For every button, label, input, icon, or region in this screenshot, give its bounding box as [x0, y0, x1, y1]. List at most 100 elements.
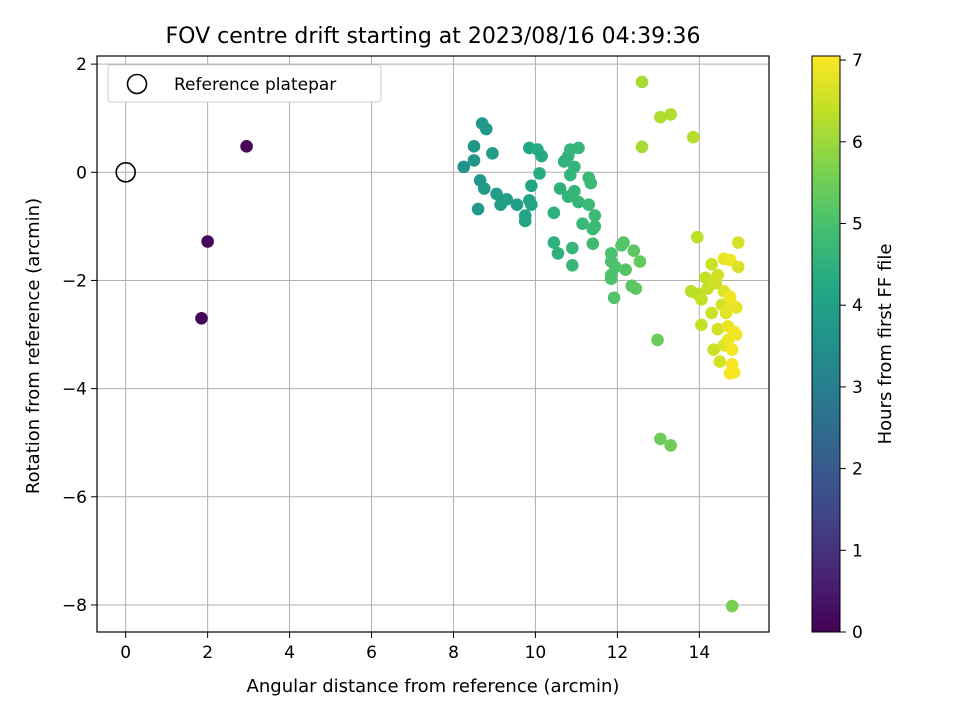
data-point	[654, 110, 667, 124]
data-point	[711, 268, 725, 282]
data-point	[707, 343, 720, 356]
colorbar-tick-label: 1	[852, 541, 863, 561]
data-point	[479, 122, 493, 136]
data-point	[535, 149, 548, 163]
legend-box	[107, 64, 382, 103]
x-tick-label: 12	[607, 643, 629, 663]
colorbar-label: Hours from first FF file	[875, 244, 896, 445]
data-point	[525, 198, 538, 212]
legend: Reference platepar	[107, 64, 382, 103]
data-point	[695, 318, 708, 332]
x-tick-label: 8	[448, 643, 459, 663]
data-point	[607, 291, 621, 305]
data-point	[566, 259, 579, 272]
data-point	[635, 75, 649, 89]
data-point	[727, 366, 741, 379]
data-point	[518, 214, 532, 228]
data-point	[725, 599, 739, 613]
colorbar-tick-label: 7	[852, 51, 863, 71]
data-point	[195, 312, 208, 325]
y-tick-label: 0	[76, 163, 87, 183]
data-point	[486, 147, 499, 160]
y-tick-label: −6	[62, 488, 87, 508]
data-point	[723, 253, 737, 267]
x-tick-label: 4	[284, 643, 295, 663]
data-point	[533, 167, 546, 180]
data-point	[490, 187, 503, 201]
y-axis-label: Rotation from reference (arcmin)	[23, 198, 44, 494]
colorbar-tick-label: 5	[852, 214, 863, 234]
data-point	[713, 355, 727, 368]
y-tick-label: −4	[62, 380, 87, 400]
data-point	[510, 198, 524, 212]
colorbar-tick-label: 4	[852, 296, 863, 316]
data-point	[729, 328, 743, 341]
x-axis-label: Angular distance from reference (arcmin)	[247, 676, 620, 697]
data-point	[201, 235, 214, 248]
data-point	[477, 182, 491, 195]
data-point	[705, 257, 718, 271]
data-point	[604, 272, 618, 286]
colorbar-tick-label: 6	[852, 133, 863, 153]
data-point	[731, 260, 745, 274]
data-point	[695, 293, 708, 306]
data-point	[705, 306, 718, 320]
legend-label: Reference platepar	[174, 75, 336, 95]
data-point	[566, 241, 579, 255]
axis-ticks: 0 2 4 6 8 10 12 14 2 0 −2 −4 −6 −8	[62, 55, 710, 663]
plot-frame	[96, 55, 770, 633]
data-point	[576, 217, 589, 230]
data-point	[729, 301, 743, 314]
x-tick-label: 14	[689, 643, 711, 663]
data-point	[471, 202, 485, 216]
data-point	[664, 439, 677, 452]
data-point	[725, 343, 739, 356]
data-point	[711, 322, 725, 336]
colorbar-tick-label: 3	[852, 378, 863, 398]
data-point	[568, 160, 581, 174]
data-point	[731, 236, 745, 249]
data-point	[467, 140, 481, 153]
data-point	[586, 237, 600, 250]
data-point	[686, 130, 700, 144]
x-tick-label: 0	[120, 643, 131, 663]
data-point	[619, 263, 632, 276]
y-tick-label: −8	[62, 596, 87, 616]
y-tick-label: −2	[62, 271, 87, 291]
data-point	[651, 333, 664, 347]
grid	[97, 56, 769, 632]
data-point	[525, 179, 538, 193]
data-point	[654, 432, 667, 446]
data-point	[582, 198, 596, 212]
data-point	[568, 184, 581, 198]
colorbar-tick-label: 0	[852, 623, 863, 643]
data-point	[690, 230, 704, 244]
data-point	[240, 140, 253, 153]
data-point	[633, 255, 647, 268]
data-point	[588, 209, 602, 222]
data-point	[551, 247, 565, 260]
legend-reference-marker	[126, 73, 148, 95]
data-point	[547, 236, 561, 249]
reference-platepar-marker	[115, 161, 136, 183]
chart-title: FOV centre drift starting at 2023/08/16 …	[166, 24, 701, 49]
colorbar-gradient	[811, 55, 841, 633]
data-point	[588, 220, 602, 233]
reference-marker-layer	[115, 161, 136, 183]
data-point	[664, 108, 677, 121]
data-point	[457, 160, 471, 174]
data-point	[627, 244, 641, 258]
data-point	[699, 271, 712, 285]
data-point	[572, 141, 585, 155]
data-point	[500, 193, 514, 206]
data-points	[195, 75, 745, 613]
data-point	[584, 176, 598, 190]
colorbar-ticks: 0 1 2 3 4 5 6 7	[840, 51, 863, 643]
data-point	[609, 260, 622, 274]
x-tick-label: 10	[525, 643, 547, 663]
x-tick-label: 2	[202, 643, 213, 663]
y-tick-label: 2	[76, 55, 87, 75]
data-point	[617, 236, 630, 249]
data-point	[629, 282, 643, 295]
